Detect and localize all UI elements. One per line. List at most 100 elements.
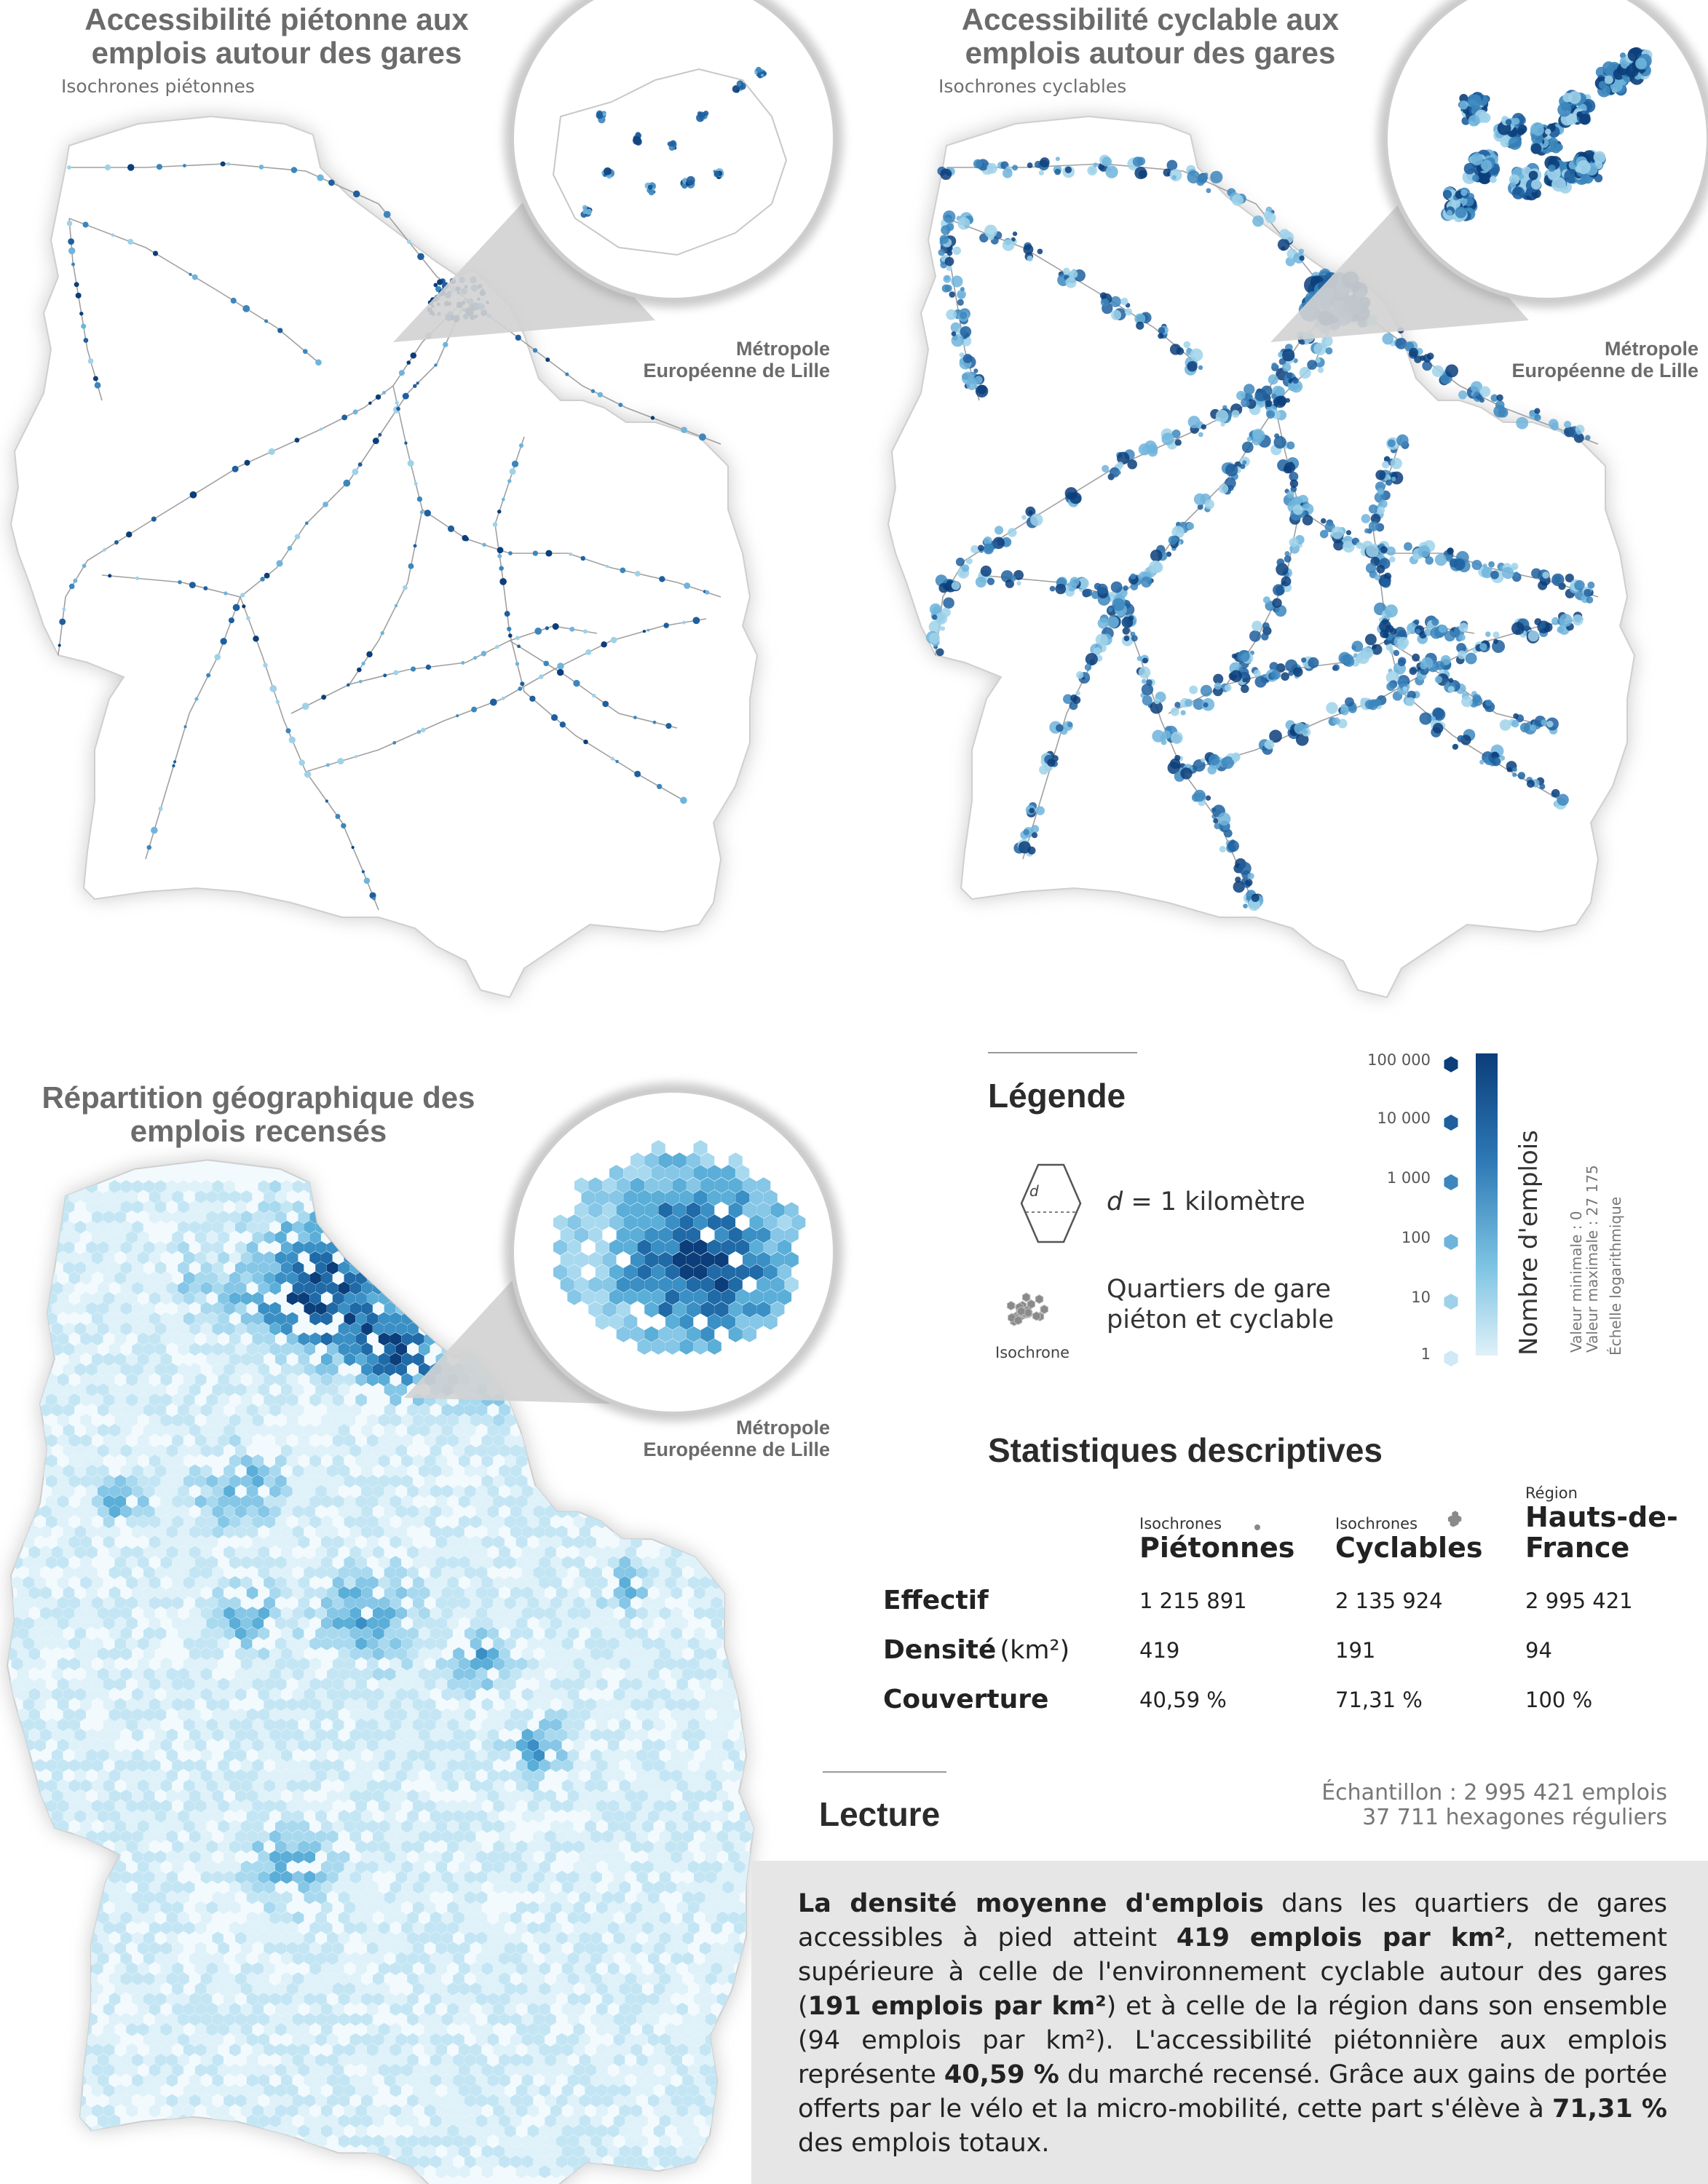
job-hexagon bbox=[183, 1393, 195, 1406]
bike-isochrone-patch bbox=[1534, 408, 1541, 414]
job-hexagon bbox=[98, 1363, 109, 1377]
job-hexagon bbox=[86, 1505, 98, 1519]
job-hexagon bbox=[734, 1556, 746, 1570]
job-hexagon bbox=[264, 1210, 275, 1224]
station-dot bbox=[226, 162, 231, 166]
job-hexagon bbox=[108, 1200, 121, 1214]
bike-isochrone-patch bbox=[952, 246, 962, 256]
job-hexagon bbox=[585, 1474, 596, 1488]
job-hexagon bbox=[120, 1261, 132, 1275]
job-hexagon bbox=[327, 1200, 339, 1214]
job-hexagon bbox=[189, 1180, 201, 1193]
job-hexagon bbox=[17, 1322, 29, 1336]
job-hexagon bbox=[160, 1495, 173, 1508]
job-hexagon bbox=[349, 1302, 361, 1315]
job-hexagon bbox=[7, 1271, 12, 1285]
job-hexagon bbox=[189, 1322, 201, 1336]
bike-isochrone-patch bbox=[1107, 616, 1119, 628]
job-hexagon bbox=[332, 1413, 344, 1427]
job-hexagon bbox=[367, 1433, 379, 1447]
job-hexagon bbox=[275, 1454, 287, 1468]
job-hexagon bbox=[275, 1393, 287, 1406]
bike-isochrone-patch bbox=[1272, 598, 1282, 609]
job-hexagon bbox=[86, 1302, 98, 1315]
job-hexagon bbox=[252, 1373, 264, 1387]
job-hexagon bbox=[315, 1363, 327, 1377]
job-hexagon bbox=[229, 1210, 241, 1224]
job-hexagon bbox=[682, 1525, 694, 1539]
bike-isochrone-patch bbox=[1123, 585, 1128, 591]
job-hexagon bbox=[327, 1383, 339, 1396]
job-hexagon bbox=[734, 1535, 746, 1549]
bike-isochrone-patch bbox=[1395, 337, 1407, 349]
bike-isochrone-patch bbox=[951, 333, 965, 347]
job-hexagon bbox=[258, 1180, 269, 1193]
job-hexagon bbox=[57, 1291, 69, 1305]
bike-isochrone-patch bbox=[1214, 682, 1222, 690]
job-hexagon bbox=[613, 1484, 625, 1498]
bike-isochrone-patch bbox=[1380, 546, 1388, 554]
job-hexagon bbox=[510, 1464, 522, 1478]
job-hexagon bbox=[178, 1322, 189, 1336]
job-hexagon bbox=[459, 1413, 470, 1427]
job-hexagon bbox=[281, 1505, 293, 1519]
job-hexagon bbox=[154, 1281, 167, 1295]
job-hexagon bbox=[768, 1779, 780, 1792]
job-hexagon bbox=[395, 1383, 407, 1396]
job-hexagon bbox=[728, 1606, 740, 1620]
job-hexagon bbox=[229, 1291, 241, 1305]
station-dot bbox=[585, 649, 592, 655]
job-hexagon bbox=[183, 1413, 195, 1427]
job-hexagon bbox=[367, 1373, 379, 1387]
job-hexagon bbox=[138, 1230, 149, 1244]
job-hexagon bbox=[28, 1403, 40, 1417]
job-hexagon bbox=[315, 1423, 327, 1437]
job-hexagon bbox=[464, 1261, 476, 1275]
job-hexagon bbox=[763, 1465, 775, 1478]
station-dot bbox=[482, 542, 486, 547]
bike-isochrone-patch bbox=[931, 614, 938, 620]
job-hexagon bbox=[138, 1332, 149, 1346]
bike-isochrone-patch bbox=[1315, 357, 1321, 363]
bike-isochrone-patch bbox=[1078, 577, 1089, 590]
job-hexagon bbox=[435, 1454, 448, 1468]
job-hexagon bbox=[143, 1423, 155, 1437]
job-hexagon bbox=[459, 1271, 470, 1285]
job-hexagon bbox=[424, 1413, 436, 1427]
job-hexagon bbox=[332, 1433, 344, 1447]
job-hexagon bbox=[0, 1322, 6, 1335]
job-hexagon bbox=[7, 1708, 17, 1722]
job-hexagon bbox=[355, 1393, 367, 1406]
job-hexagon bbox=[327, 1484, 339, 1498]
job-hexagon bbox=[160, 1312, 173, 1326]
job-hexagon bbox=[252, 1474, 264, 1488]
job-hexagon bbox=[108, 1322, 121, 1336]
job-hexagon bbox=[648, 1505, 660, 1519]
bike-isochrone-patch bbox=[1132, 157, 1143, 167]
job-hexagon bbox=[459, 1210, 470, 1224]
station-dot bbox=[443, 341, 448, 348]
bike-isochrone-patch bbox=[1268, 374, 1278, 385]
job-hexagon bbox=[407, 1484, 419, 1498]
bike-isochrone-patch bbox=[1333, 539, 1344, 551]
job-hexagon bbox=[332, 1454, 344, 1468]
station-dot bbox=[684, 582, 691, 590]
bike-isochrone-patch bbox=[1254, 676, 1267, 688]
bike-isochrone-patch bbox=[987, 577, 995, 585]
job-hexagon bbox=[441, 1403, 453, 1417]
bike-isochrone-patch bbox=[1170, 707, 1179, 716]
job-hexagon bbox=[464, 1423, 476, 1437]
bike-isochrone-patch bbox=[1513, 713, 1519, 719]
job-hexagon bbox=[315, 1241, 327, 1254]
bike-isochrone-patch bbox=[1003, 168, 1013, 178]
bike-isochrone-patch bbox=[946, 223, 954, 232]
job-hexagon bbox=[57, 1433, 69, 1447]
job-hexagon bbox=[252, 1515, 264, 1529]
job-hexagon bbox=[17, 1423, 29, 1437]
job-hexagon bbox=[172, 1474, 183, 1488]
station-dot bbox=[260, 577, 265, 582]
station-dot bbox=[228, 617, 234, 624]
bike-isochrone-patch bbox=[1471, 560, 1482, 570]
job-hexagon bbox=[218, 1413, 229, 1427]
station-dot bbox=[532, 550, 538, 556]
